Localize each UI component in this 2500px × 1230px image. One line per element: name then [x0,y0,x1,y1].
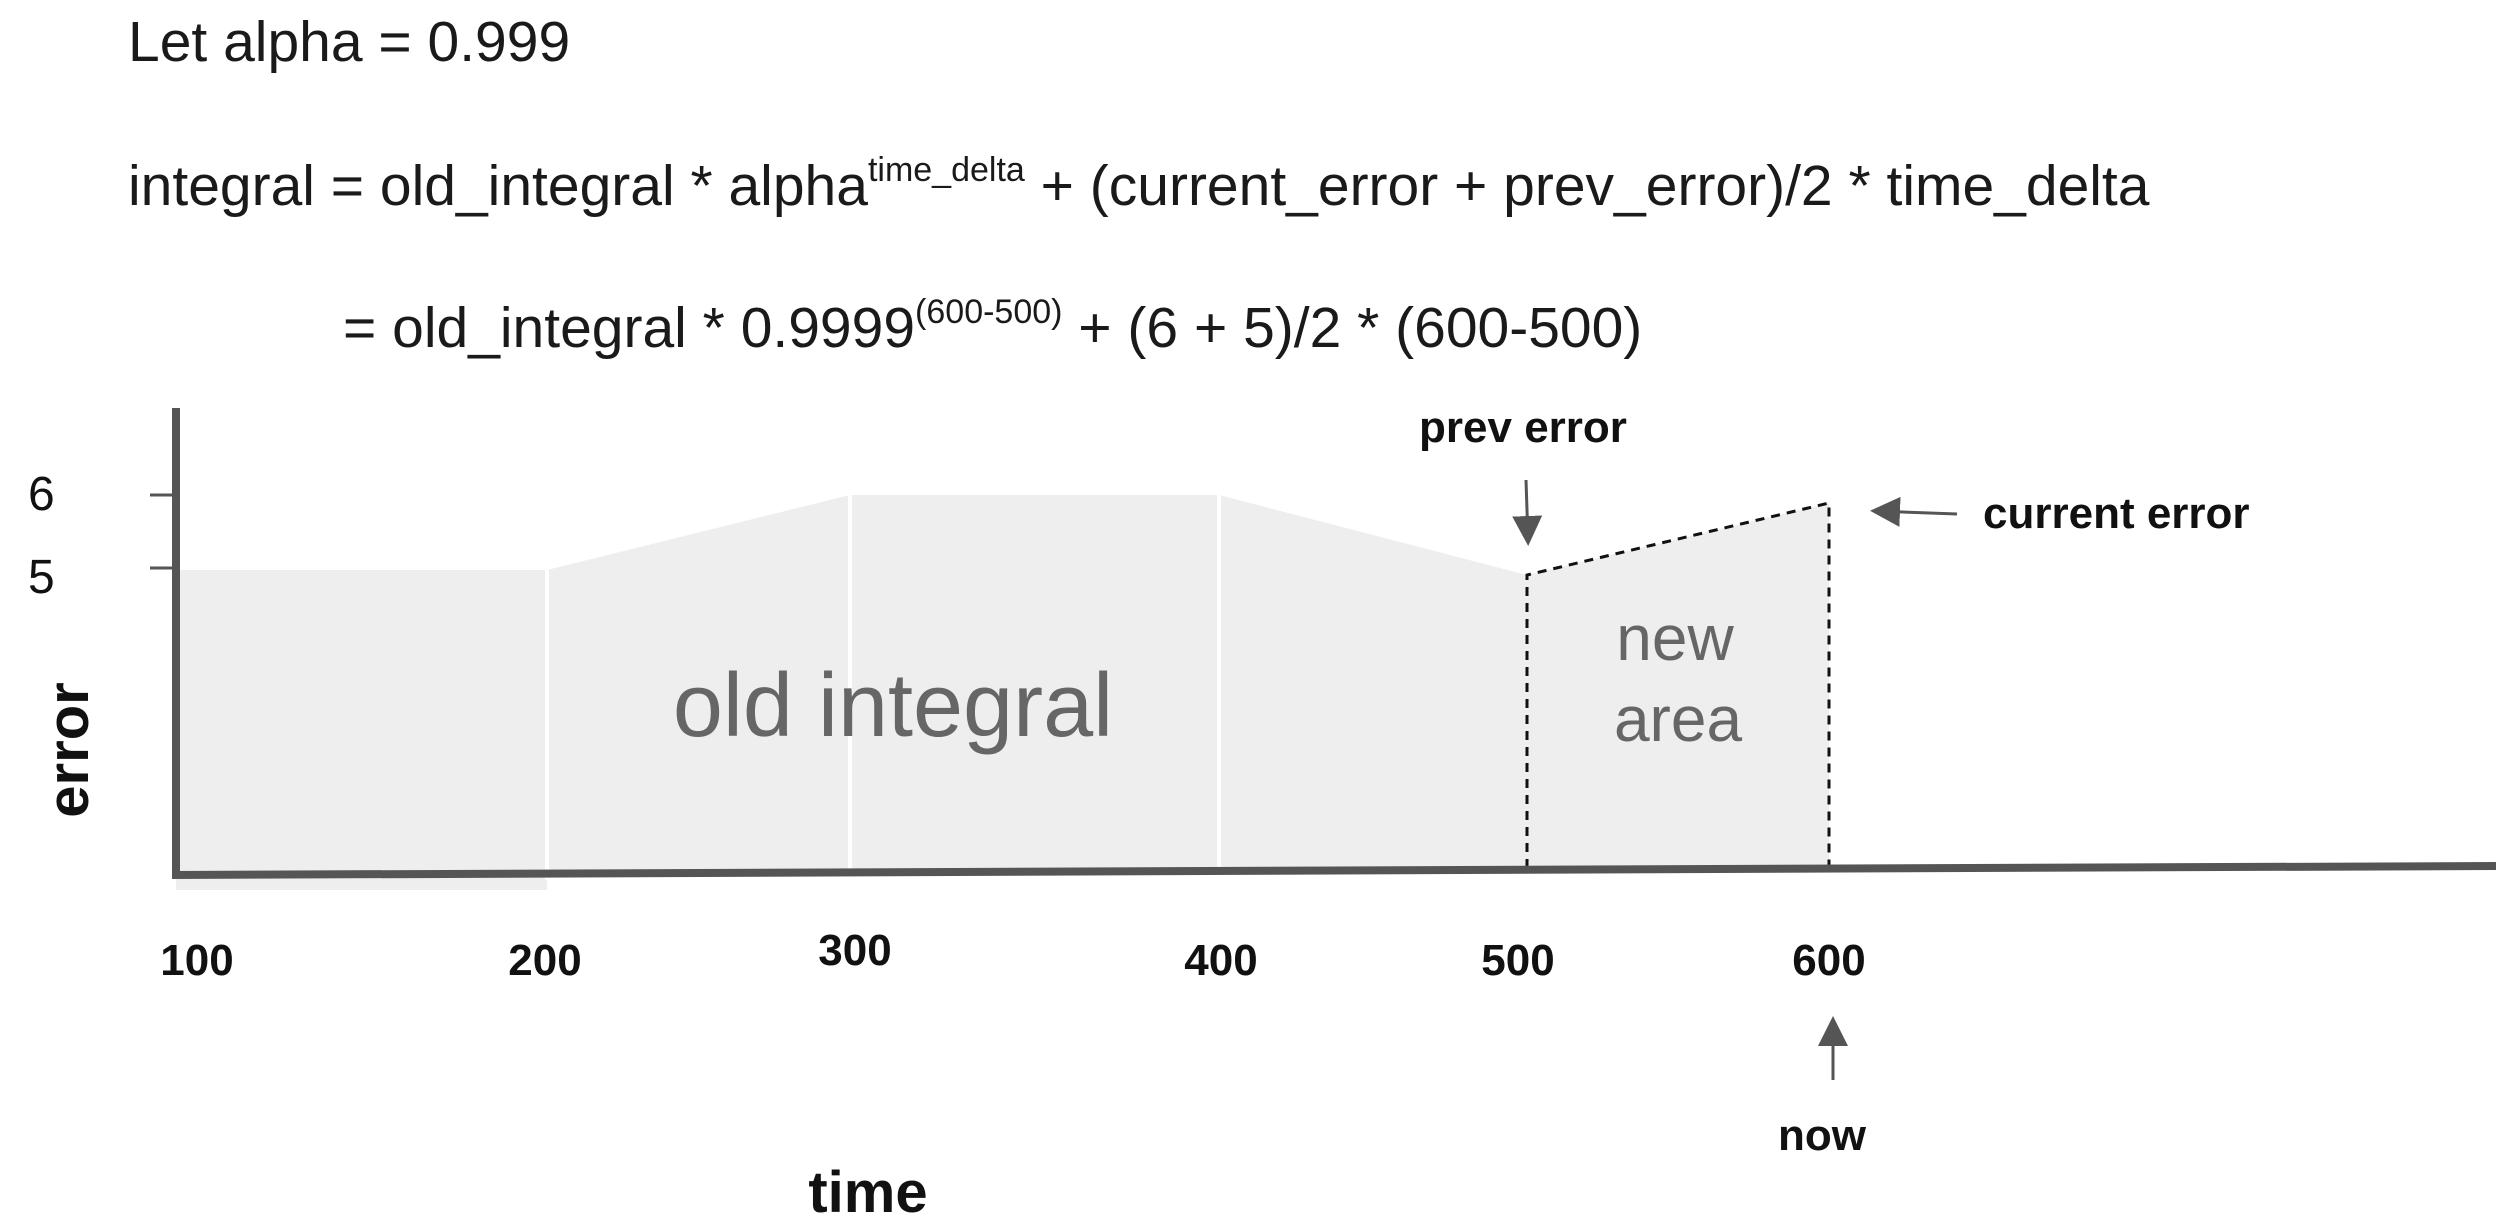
formula-substituted-main: = old_integral * 0.9999 [343,296,916,360]
new-area [1527,503,1829,868]
y-axis-label: error [36,682,101,817]
formula-substituted-exponent: (600-500) [915,293,1063,331]
current-error-annotation: current error [1983,489,2250,538]
new-area-label-line-1: new [1616,602,1734,674]
formula-line-2: integral = old_integral * alphatime_delt… [128,153,2149,215]
x-tick-label-400: 400 [1184,936,1257,985]
y-tick-label-6: 6 [28,468,55,521]
old-integral-label: old integral [673,656,1113,756]
new-area-label-line-2: area [1614,683,1743,755]
formula-integral-main: integral = old_integral * alpha [128,154,868,218]
x-tick-label-300: 300 [818,926,891,975]
new-area-dashed-outline [1525,501,1831,868]
prev-error-arrow [1512,479,1543,546]
formula-line-3: = old_integral * 0.9999(600-500) + (6 + … [343,295,1642,357]
x-tick-label-200: 200 [508,936,581,985]
x-tick-label-100: 100 [160,936,233,985]
x-axis-label: time [808,1160,927,1225]
formula-line-1: Let alpha = 0.999 [128,14,570,71]
prev-error-annotation: prev error [1419,403,1627,452]
x-tick-label-500: 500 [1481,936,1554,985]
formula-integral-tail: + (current_error + prev_error)/2 * time_… [1024,154,2150,218]
now-annotation: now [1778,1111,1867,1160]
formula-alpha-definition: Let alpha = 0.999 [128,10,571,74]
formula-substituted-tail: + (6 + 5)/2 * (600-500) [1062,296,1643,360]
x-axis [171,862,2497,879]
x-tick-label-600: 600 [1792,936,1865,985]
formula-integral-exponent: time_delta [867,151,1025,189]
y-tick-label-5: 5 [28,551,55,604]
current-error-arrow [1870,496,1958,527]
